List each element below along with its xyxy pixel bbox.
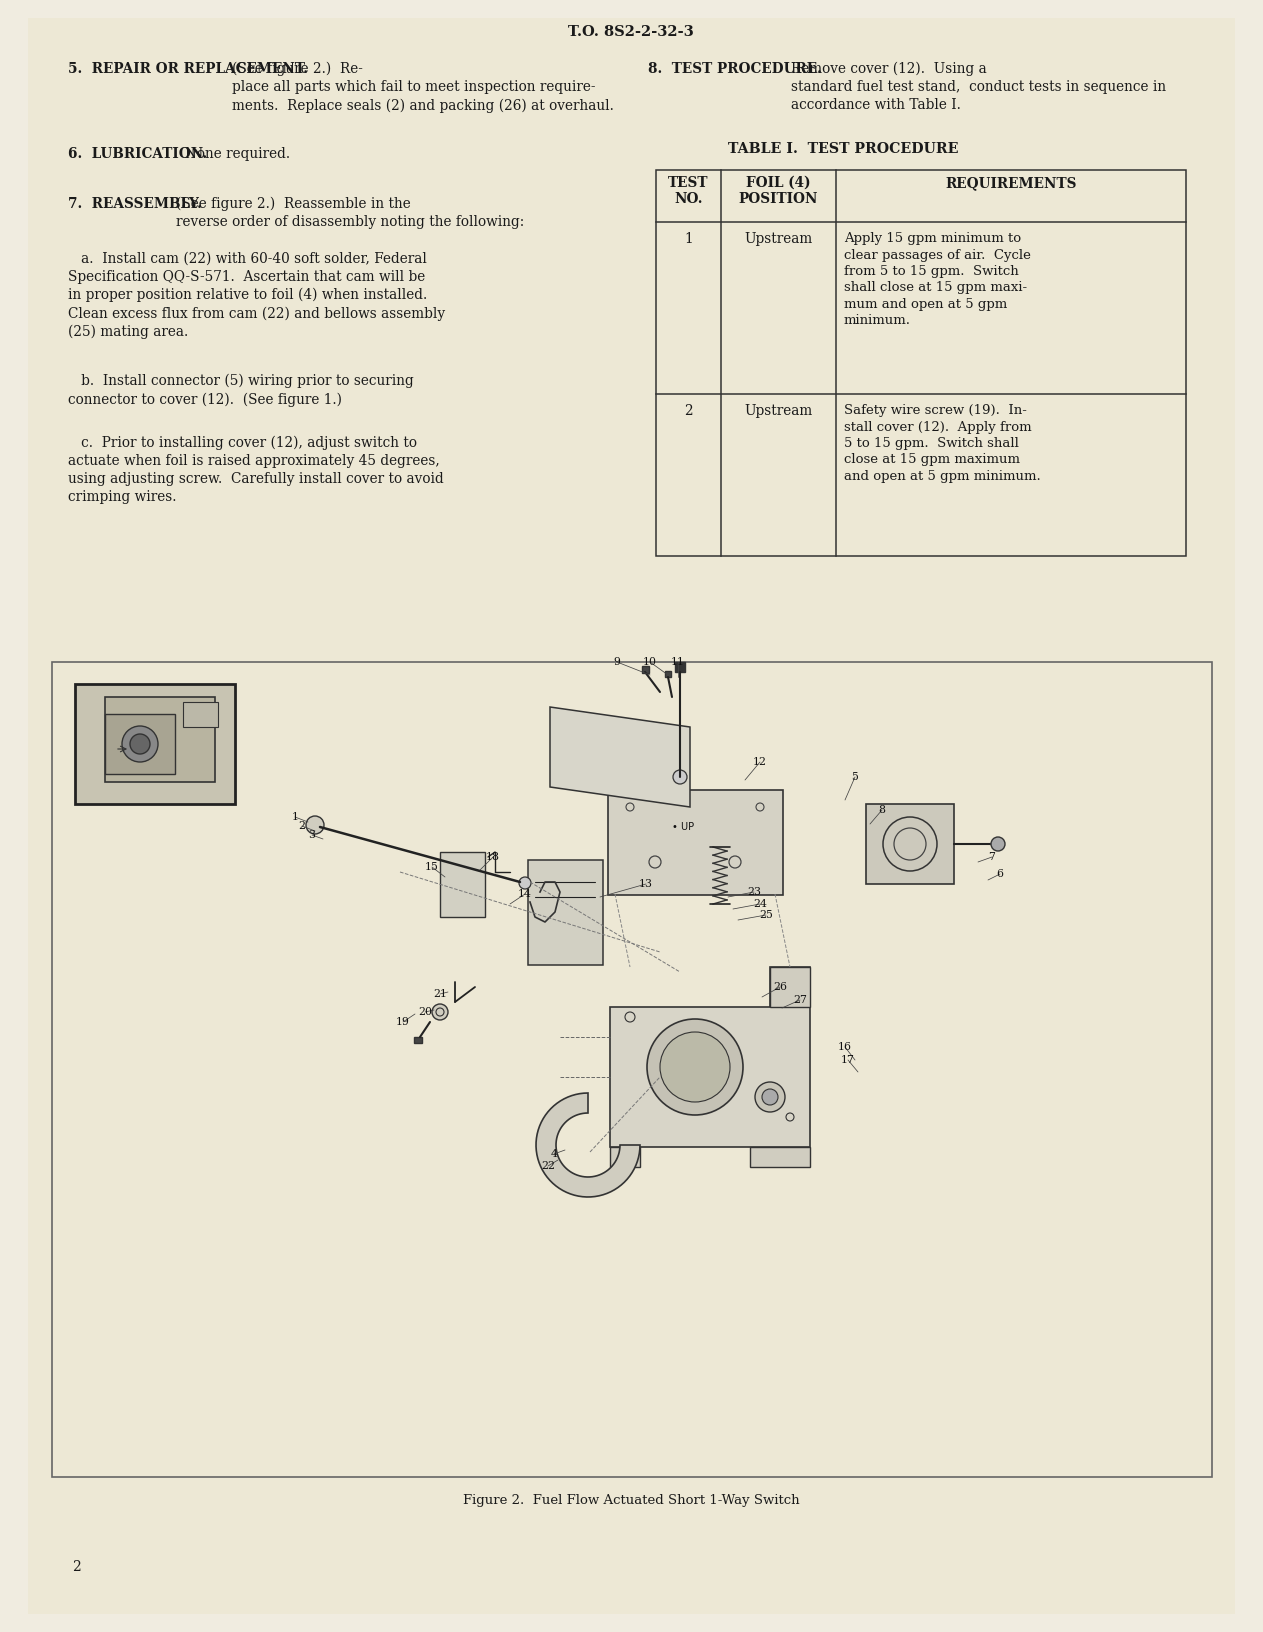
Text: 2: 2 (72, 1560, 81, 1573)
Text: 24: 24 (753, 899, 767, 909)
Text: 23: 23 (746, 888, 762, 898)
Text: 1: 1 (685, 232, 693, 246)
Bar (52, 663, 1212, 1477)
Text: REQUIREMENTS: REQUIREMENTS (945, 176, 1077, 189)
Circle shape (130, 734, 150, 754)
Text: 8.  TEST PROCEDURE.: 8. TEST PROCEDURE. (648, 62, 822, 77)
Text: None required.: None required. (184, 147, 290, 162)
Bar (666, 671, 671, 677)
Polygon shape (750, 1147, 810, 1167)
Text: Figure 2.  Fuel Flow Actuated Short 1-Way Switch: Figure 2. Fuel Flow Actuated Short 1-Way… (462, 1493, 799, 1506)
Text: T.O. 8S2-2-32-3: T.O. 8S2-2-32-3 (568, 24, 693, 39)
Text: 4: 4 (551, 1149, 557, 1159)
Text: 27: 27 (793, 996, 807, 1005)
Bar (866, 805, 954, 885)
Text: (See figure 2.)  Reassemble in the
reverse order of disassembly noting the follo: (See figure 2.) Reassemble in the revers… (176, 197, 524, 228)
Text: 6.  LUBRICATION.: 6. LUBRICATION. (68, 147, 207, 162)
Text: 6: 6 (997, 868, 1004, 880)
Circle shape (661, 1031, 730, 1102)
Polygon shape (610, 1147, 640, 1167)
Polygon shape (536, 1093, 640, 1196)
Text: 1: 1 (292, 813, 298, 823)
Text: 22: 22 (541, 1160, 554, 1172)
Text: 20: 20 (418, 1007, 432, 1017)
Text: 16: 16 (837, 1041, 853, 1053)
Text: 14: 14 (518, 889, 532, 899)
Text: 11: 11 (671, 658, 685, 667)
Circle shape (123, 726, 158, 762)
Bar (105, 715, 176, 774)
Text: 8: 8 (879, 805, 885, 814)
Text: 5.  REPAIR OR REPLACEMENT.: 5. REPAIR OR REPLACEMENT. (68, 62, 308, 77)
Text: 25: 25 (759, 911, 773, 920)
Circle shape (991, 837, 1005, 850)
Text: c.  Prior to installing cover (12), adjust switch to
actuate when foil is raised: c. Prior to installing cover (12), adjus… (68, 436, 443, 504)
Polygon shape (549, 707, 690, 806)
Text: 19: 19 (397, 1017, 410, 1027)
Text: 21: 21 (433, 989, 447, 999)
Text: FOIL (4)
POSITION: FOIL (4) POSITION (739, 176, 818, 206)
Text: 3: 3 (308, 831, 316, 840)
Text: Apply 15 gpm minimum to
clear passages of air.  Cycle
from 5 to 15 gpm.  Switch
: Apply 15 gpm minimum to clear passages o… (844, 232, 1031, 328)
Bar (182, 702, 217, 726)
Text: TEST
NO.: TEST NO. (668, 176, 709, 206)
Text: Upstream: Upstream (744, 405, 812, 418)
Text: 5: 5 (851, 772, 859, 782)
Polygon shape (610, 968, 810, 1147)
Text: Safety wire screw (19).  In-
stall cover (12).  Apply from
5 to 15 gpm.  Switch : Safety wire screw (19). In- stall cover … (844, 405, 1041, 483)
Bar (655, 170, 1186, 557)
Circle shape (762, 1089, 778, 1105)
Text: 12: 12 (753, 757, 767, 767)
Bar (414, 1036, 422, 1043)
Text: 15: 15 (426, 862, 440, 871)
Text: 26: 26 (773, 982, 787, 992)
Text: 7.  REASSEMBLY.: 7. REASSEMBLY. (68, 197, 202, 211)
Text: • UP: • UP (672, 823, 695, 832)
Bar (105, 697, 215, 782)
Circle shape (755, 1082, 786, 1111)
Text: 7: 7 (989, 852, 995, 862)
Circle shape (432, 1004, 448, 1020)
Bar (528, 860, 602, 965)
Text: 10: 10 (643, 658, 657, 667)
Circle shape (647, 1018, 743, 1115)
Text: Upstream: Upstream (744, 232, 812, 246)
Text: 18: 18 (486, 852, 500, 862)
Circle shape (306, 816, 325, 834)
Text: 13: 13 (639, 880, 653, 889)
Bar (440, 852, 485, 917)
Circle shape (519, 876, 530, 889)
Text: 2: 2 (298, 821, 306, 831)
Bar (674, 663, 685, 672)
Bar (642, 666, 648, 672)
Text: b.  Install connector (5) wiring prior to securing
connector to cover (12).  (Se: b. Install connector (5) wiring prior to… (68, 374, 414, 406)
Text: (See figure 2.)  Re-
place all parts which fail to meet inspection require-
ment: (See figure 2.) Re- place all parts whic… (232, 62, 614, 113)
Text: 9: 9 (614, 658, 620, 667)
Circle shape (673, 770, 687, 783)
Text: 17: 17 (841, 1054, 855, 1066)
Polygon shape (770, 968, 810, 1007)
Text: TABLE I.  TEST PROCEDURE: TABLE I. TEST PROCEDURE (727, 142, 959, 157)
Text: a.  Install cam (22) with 60-40 soft solder, Federal
Specification QQ-S-571.  As: a. Install cam (22) with 60-40 soft sold… (68, 251, 445, 339)
Bar (75, 684, 235, 805)
Text: Remove cover (12).  Using a
standard fuel test stand,  conduct tests in sequence: Remove cover (12). Using a standard fuel… (791, 62, 1166, 113)
Bar (608, 790, 783, 894)
Text: 2: 2 (685, 405, 693, 418)
